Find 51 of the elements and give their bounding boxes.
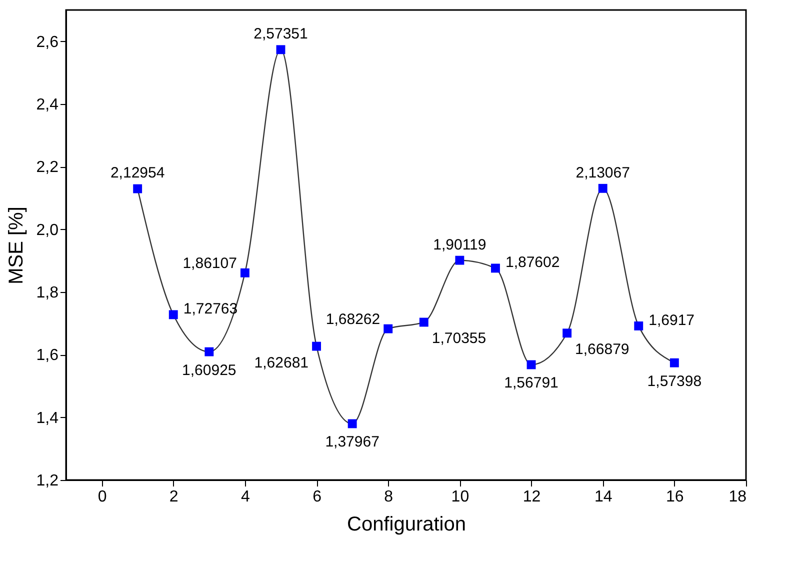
- point: [419, 318, 428, 327]
- data-label: 1,68262: [326, 310, 380, 328]
- point: [634, 321, 644, 330]
- data-label: 1,37967: [325, 434, 380, 451]
- data-label: 2,13067: [576, 164, 630, 182]
- data-label: 1,56791: [504, 374, 558, 392]
- y-tick-label: 1,4: [36, 410, 59, 427]
- y-tick-label: 2,4: [36, 96, 59, 114]
- point: [562, 328, 572, 338]
- data-label: 1,62681: [254, 354, 309, 372]
- point: [240, 268, 250, 278]
- x-tick-label: 0: [98, 488, 107, 506]
- point: [598, 184, 608, 193]
- x-tick-label: 12: [522, 488, 541, 506]
- data-label: 1,66879: [575, 341, 630, 358]
- point: [670, 358, 679, 368]
- y-tick-label: 2,2: [36, 159, 59, 176]
- data-label: 1,6917: [648, 312, 695, 329]
- x-tick-label: 10: [451, 488, 470, 506]
- x-axis-title: Configuration: [347, 514, 466, 536]
- y-tick-label: 1,2: [36, 472, 59, 490]
- point: [491, 264, 500, 273]
- x-tick-label: 8: [384, 488, 394, 506]
- data-label: 1,60925: [182, 362, 236, 379]
- x-tick-label: 18: [728, 488, 747, 506]
- x-tick-label: 2: [169, 488, 178, 506]
- point: [168, 310, 178, 320]
- point: [455, 256, 464, 265]
- x-tick-label: 6: [312, 488, 322, 506]
- data-label: 2,12954: [110, 164, 165, 182]
- y-tick-label: 1,6: [36, 347, 59, 364]
- point: [133, 184, 142, 194]
- x-tick-label: 4: [240, 488, 250, 506]
- y-axis-title: MSE [%]: [5, 206, 28, 284]
- y-tick-label: 1,8: [36, 284, 59, 302]
- x-tick-label: 14: [594, 488, 612, 506]
- data-label: 1,90119: [433, 236, 486, 254]
- y-tick-label: 2,6: [36, 34, 59, 51]
- data-label: 1,87602: [505, 254, 560, 272]
- data-label: 1,57398: [647, 372, 702, 390]
- point: [348, 419, 357, 428]
- x-tick-label: 16: [666, 488, 684, 506]
- point: [204, 347, 214, 356]
- point: [276, 45, 286, 54]
- data-label: 2,57351: [254, 26, 308, 43]
- point: [526, 360, 536, 370]
- point: [312, 342, 321, 351]
- data-label: 1,86107: [182, 254, 237, 272]
- point: [384, 324, 393, 334]
- y-tick-label: 2,0: [36, 222, 59, 239]
- data-label: 1,70355: [432, 330, 486, 348]
